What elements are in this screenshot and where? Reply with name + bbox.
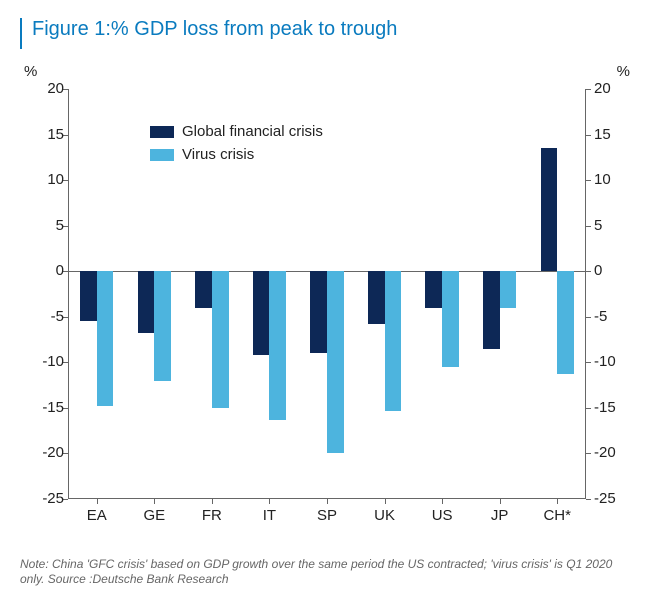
ylabel-left: -10 xyxy=(24,353,64,370)
ytick-right xyxy=(586,226,591,227)
ytick-right xyxy=(586,408,591,409)
x-category-label: EA xyxy=(87,507,107,524)
legend-swatch xyxy=(150,149,174,161)
ylabel-right: -10 xyxy=(594,353,634,370)
chart-title: Figure 1:% GDP loss from peak to trough xyxy=(32,18,634,41)
bar xyxy=(80,271,97,321)
bar xyxy=(541,148,558,271)
xtick xyxy=(154,499,155,504)
ytick-right xyxy=(586,317,591,318)
xtick xyxy=(212,499,213,504)
x-category-label: SP xyxy=(317,507,337,524)
ytick-right xyxy=(586,362,591,363)
legend: Global financial crisis Virus crisis xyxy=(150,123,323,169)
chart-area: % % Global financial crisisVirus crisis … xyxy=(20,59,634,529)
ytick-right xyxy=(586,89,591,90)
bar xyxy=(154,271,171,380)
y-axis-right xyxy=(585,89,586,499)
ylabel-right: -5 xyxy=(594,308,634,325)
ylabel-right: 0 xyxy=(594,262,634,279)
y-unit-left: % xyxy=(24,63,37,80)
ytick-right xyxy=(586,499,591,500)
title-wrap: Figure 1:% GDP loss from peak to trough xyxy=(20,18,634,49)
xtick xyxy=(557,499,558,504)
legend-item: Global financial crisis xyxy=(150,123,323,140)
x-category-label: IT xyxy=(263,507,276,524)
xtick xyxy=(269,499,270,504)
bar xyxy=(327,271,344,453)
ylabel-right: 5 xyxy=(594,217,634,234)
ylabel-right: -20 xyxy=(594,444,634,461)
legend-label: Global financial crisis xyxy=(182,123,323,140)
plot-region xyxy=(68,89,586,499)
legend-label: Virus crisis xyxy=(182,146,254,163)
bar xyxy=(425,271,442,307)
bar xyxy=(310,271,327,353)
ytick-right xyxy=(586,135,591,136)
bar xyxy=(253,271,270,355)
x-category-label: UK xyxy=(374,507,395,524)
ylabel-left: 20 xyxy=(24,80,64,97)
x-category-label: JP xyxy=(491,507,509,524)
ylabel-left: 10 xyxy=(24,171,64,188)
ytick-right xyxy=(586,180,591,181)
ylabel-right: 10 xyxy=(594,171,634,188)
bar xyxy=(269,271,286,420)
ylabel-left: -5 xyxy=(24,308,64,325)
ylabel-left: 0 xyxy=(24,262,64,279)
bar xyxy=(195,271,212,307)
xtick xyxy=(97,499,98,504)
bar xyxy=(368,271,385,324)
chart-note: Note: China 'GFC crisis' based on GDP gr… xyxy=(20,557,634,588)
bar xyxy=(385,271,402,410)
bar xyxy=(212,271,229,408)
ylabel-left: -25 xyxy=(24,490,64,507)
ylabel-right: 20 xyxy=(594,80,634,97)
ylabel-right: -25 xyxy=(594,490,634,507)
ylabel-right: 15 xyxy=(594,126,634,143)
ytick-right xyxy=(586,271,591,272)
y-unit-right: % xyxy=(617,63,630,80)
ytick-right xyxy=(586,453,591,454)
legend-item: Virus crisis xyxy=(150,146,323,163)
x-category-label: GE xyxy=(143,507,165,524)
ylabel-left: 5 xyxy=(24,217,64,234)
y-axis-left xyxy=(68,89,69,499)
ylabel-left: 15 xyxy=(24,126,64,143)
bar xyxy=(138,271,155,333)
bar xyxy=(500,271,517,307)
xtick xyxy=(385,499,386,504)
bar xyxy=(442,271,459,367)
ylabel-right: -15 xyxy=(594,399,634,416)
bar xyxy=(483,271,500,348)
ylabel-left: -20 xyxy=(24,444,64,461)
ylabel-left: -15 xyxy=(24,399,64,416)
x-category-label: FR xyxy=(202,507,222,524)
xtick xyxy=(442,499,443,504)
bar xyxy=(97,271,114,406)
xtick xyxy=(500,499,501,504)
x-category-label: CH* xyxy=(543,507,571,524)
figure-container: Figure 1:% GDP loss from peak to trough … xyxy=(0,0,654,600)
x-category-label: US xyxy=(432,507,453,524)
bar xyxy=(557,271,574,374)
xtick xyxy=(327,499,328,504)
legend-swatch xyxy=(150,126,174,138)
